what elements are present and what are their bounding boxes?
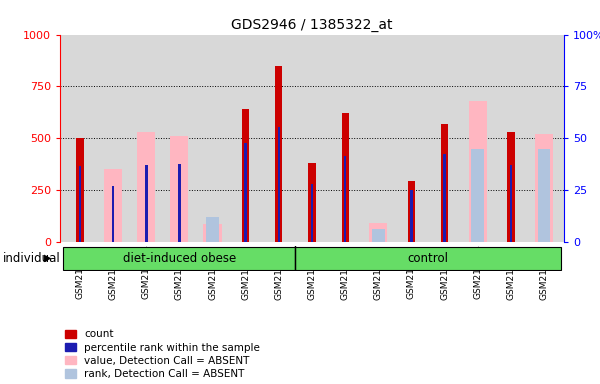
Legend: count, percentile rank within the sample, value, Detection Call = ABSENT, rank, : count, percentile rank within the sample… (65, 329, 260, 379)
Bar (441, 124, 448, 242)
Title: GDS2946 / 1385322_at: GDS2946 / 1385322_at (231, 18, 393, 32)
Bar (344, 156, 346, 242)
Bar (278, 127, 280, 242)
Bar (472, 149, 484, 242)
Bar (372, 230, 385, 242)
Bar (170, 136, 188, 242)
Bar (104, 169, 122, 242)
Bar (410, 190, 413, 242)
FancyBboxPatch shape (295, 247, 560, 270)
Bar (203, 224, 221, 242)
Bar (275, 66, 283, 242)
Bar (112, 186, 115, 242)
Bar (206, 217, 219, 242)
Text: individual: individual (3, 252, 61, 265)
Bar (137, 132, 155, 242)
Bar (538, 149, 550, 242)
Bar (443, 154, 446, 242)
Bar (469, 101, 487, 242)
Bar (145, 165, 148, 242)
Bar (311, 184, 313, 242)
Bar (369, 223, 388, 242)
FancyBboxPatch shape (64, 247, 295, 270)
Text: diet-induced obese: diet-induced obese (123, 252, 236, 265)
Text: control: control (407, 252, 449, 265)
Bar (535, 134, 553, 242)
Bar (76, 138, 83, 242)
Bar (242, 109, 250, 242)
Bar (509, 165, 512, 242)
Text: ▶: ▶ (44, 253, 52, 263)
Bar (408, 181, 415, 242)
Bar (79, 166, 81, 242)
Bar (308, 163, 316, 242)
Bar (508, 132, 515, 242)
Bar (244, 144, 247, 242)
Bar (178, 164, 181, 242)
Bar (341, 113, 349, 242)
